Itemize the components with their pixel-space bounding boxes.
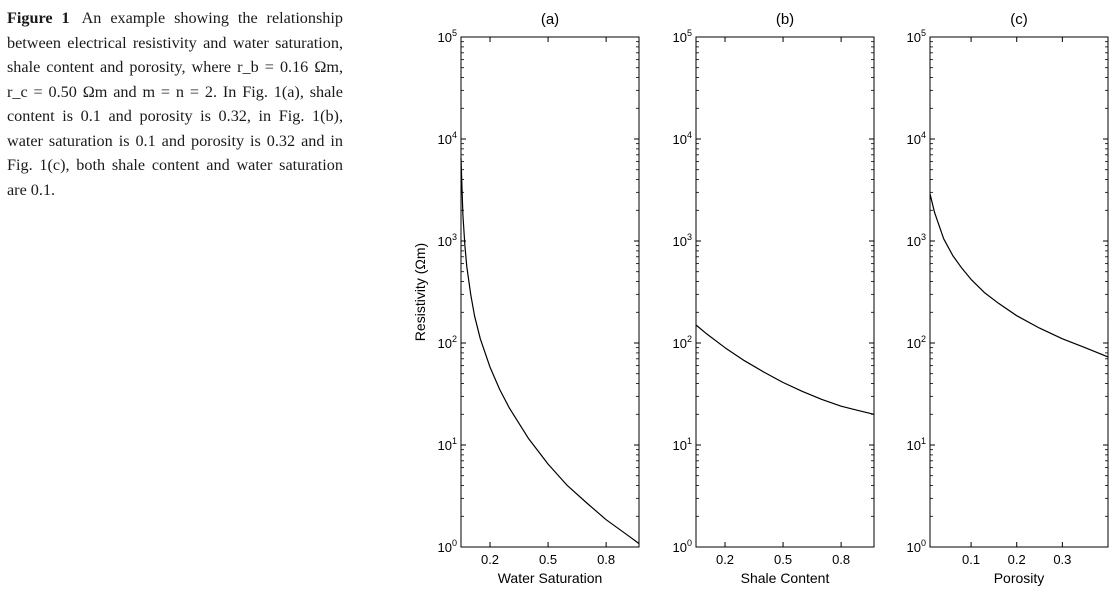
chart-panel-b: 100 101 102 103 104 105 0.2 0.5 0.8 (b) Shale Cont… — [673, 11, 875, 586]
y-tick-label: 104 — [673, 130, 692, 147]
series-line-0 — [695, 324, 875, 415]
x-axis-label: Porosity — [994, 570, 1045, 586]
y-tick-label: 103 — [438, 232, 457, 249]
chart-panel-a: 100 101 102 103 104 105 0.2 0.5 0.8 (a) Water Satu… — [412, 11, 640, 586]
y-tick-label: 102 — [673, 334, 692, 351]
x-tick-label: 0.8 — [832, 552, 850, 567]
y-tick-label: 104 — [907, 130, 926, 147]
caption-text: An example showing the relationship betw… — [7, 9, 343, 199]
x-tick-label: 0.2 — [481, 552, 499, 567]
series-line-0 — [929, 193, 1109, 358]
y-tick-label: 102 — [438, 334, 457, 351]
series-line-0 — [460, 158, 640, 545]
y-tick-label: 100 — [438, 538, 457, 555]
figure-label: Figure 1 — [7, 9, 70, 27]
plot-frame — [460, 36, 640, 548]
x-tick-label: 0.5 — [539, 552, 557, 567]
y-tick-label: 105 — [907, 28, 926, 45]
y-tick-label: 101 — [673, 436, 692, 453]
y-tick-label: 105 — [438, 28, 457, 45]
x-tick-label: 0.8 — [597, 552, 615, 567]
y-tick-label: 100 — [673, 538, 692, 555]
x-tick-label: 0.5 — [774, 552, 792, 567]
y-tick-label: 100 — [907, 538, 926, 555]
y-axis-label: Resistivity (Ωm) — [412, 243, 428, 341]
chart-title: (b) — [776, 11, 794, 28]
chart-title: (a) — [541, 11, 559, 28]
y-tick-label: 101 — [438, 436, 457, 453]
y-tick-label: 103 — [907, 232, 926, 249]
plot-frame — [695, 36, 875, 548]
x-axis-label: Water Saturation — [498, 570, 603, 586]
y-tick-label: 104 — [438, 130, 457, 147]
figure-caption: Figure 1 An example showing the relation… — [7, 6, 343, 202]
chart-panel-c: 100 101 102 103 104 105 0.1 0.2 0.3 (c) Porosity — [907, 11, 1109, 586]
x-tick-label: 0.2 — [716, 552, 734, 567]
x-tick-label: 0.3 — [1053, 552, 1071, 567]
y-tick-label: 101 — [907, 436, 926, 453]
x-tick-label: 0.2 — [1008, 552, 1026, 567]
y-tick-label: 105 — [673, 28, 692, 45]
x-tick-label: 0.1 — [962, 552, 980, 567]
y-tick-label: 103 — [673, 232, 692, 249]
plot-frame — [929, 36, 1109, 548]
x-axis-label: Shale Content — [741, 570, 830, 586]
y-tick-label: 102 — [907, 334, 926, 351]
chart-title: (c) — [1010, 11, 1028, 28]
